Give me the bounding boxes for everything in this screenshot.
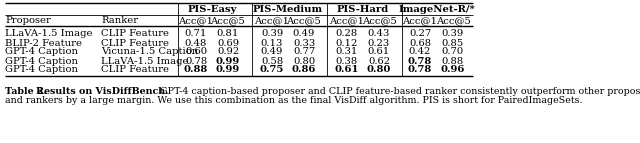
Text: Acc@5: Acc@5 [211,16,245,25]
Text: 0.69: 0.69 [217,38,239,47]
Text: GPT-4 caption-based proposer and CLIP feature-based ranker consistently outperfo: GPT-4 caption-based proposer and CLIP fe… [160,87,640,96]
Text: 0.99: 0.99 [216,65,240,75]
Text: PIS-Hard: PIS-Hard [337,5,389,14]
Text: 0.13: 0.13 [261,38,283,47]
Text: 0.42: 0.42 [409,47,431,56]
Text: 0.49: 0.49 [293,29,315,38]
Text: 0.80: 0.80 [293,56,315,65]
Text: 0.49: 0.49 [261,47,283,56]
Text: 0.23: 0.23 [368,38,390,47]
Text: LLaVA-1.5 Image: LLaVA-1.5 Image [5,29,93,38]
Text: 0.62: 0.62 [368,56,390,65]
Text: 0.86: 0.86 [292,65,316,75]
Text: GPT-4 Caption: GPT-4 Caption [5,65,78,75]
Text: Acc@5: Acc@5 [287,16,321,25]
Text: 0.27: 0.27 [409,29,431,38]
Text: 0.70: 0.70 [442,47,464,56]
Text: 0.77: 0.77 [293,47,315,56]
Text: 0.92: 0.92 [217,47,239,56]
Text: 0.48: 0.48 [185,38,207,47]
Text: Acc@1: Acc@1 [330,16,365,25]
Text: CLIP Feature: CLIP Feature [101,65,169,75]
Text: GPT-4 Caption: GPT-4 Caption [5,47,78,56]
Text: 0.85: 0.85 [442,38,464,47]
Text: 0.43: 0.43 [368,29,390,38]
Text: Results on VisDiffBench.: Results on VisDiffBench. [36,87,168,96]
Text: Acc@5: Acc@5 [436,16,470,25]
Text: 0.33: 0.33 [293,38,315,47]
Text: Ranker: Ranker [101,16,138,25]
Text: 0.31: 0.31 [336,47,358,56]
Text: Acc@5: Acc@5 [362,16,396,25]
Text: 0.81: 0.81 [217,29,239,38]
Text: CLIP Feature: CLIP Feature [101,29,169,38]
Text: LLaVA-1.5 Image: LLaVA-1.5 Image [101,56,189,65]
Text: BLIP-2 Feature: BLIP-2 Feature [5,38,82,47]
Text: 0.78: 0.78 [408,65,432,75]
Text: 0.80: 0.80 [367,65,391,75]
Text: 0.38: 0.38 [336,56,358,65]
Text: and rankers by a large margin. We use this combination as the final VisDiff algo: and rankers by a large margin. We use th… [5,96,582,105]
Text: 0.68: 0.68 [409,38,431,47]
Text: Proposer: Proposer [5,16,51,25]
Text: CLIP Feature: CLIP Feature [101,38,169,47]
Text: 0.78: 0.78 [408,56,432,65]
Text: 0.61: 0.61 [368,47,390,56]
Text: Table 2.: Table 2. [5,87,47,96]
Text: 0.75: 0.75 [260,65,284,75]
Text: Acc@1: Acc@1 [179,16,214,25]
Text: 0.12: 0.12 [336,38,358,47]
Text: PIS-Easy: PIS-Easy [188,5,237,14]
Text: 0.96: 0.96 [441,65,465,75]
Text: 0.39: 0.39 [261,29,283,38]
Text: Acc@1: Acc@1 [403,16,438,25]
Text: Acc@1: Acc@1 [255,16,289,25]
Text: ImageNet-R/*: ImageNet-R/* [398,5,475,14]
Text: PIS-Medium: PIS-Medium [253,5,323,14]
Text: GPT-4 Caption: GPT-4 Caption [5,56,78,65]
Text: 0.58: 0.58 [261,56,283,65]
Text: 0.61: 0.61 [335,65,359,75]
Text: 0.60: 0.60 [185,47,207,56]
Text: 0.88: 0.88 [442,56,464,65]
Text: 0.28: 0.28 [336,29,358,38]
Text: Vicuna-1.5 Caption: Vicuna-1.5 Caption [101,47,198,56]
Text: 0.39: 0.39 [442,29,464,38]
Text: 0.71: 0.71 [185,29,207,38]
Text: 0.88: 0.88 [184,65,208,75]
Text: 0.99: 0.99 [216,56,240,65]
Text: 0.78: 0.78 [185,56,207,65]
